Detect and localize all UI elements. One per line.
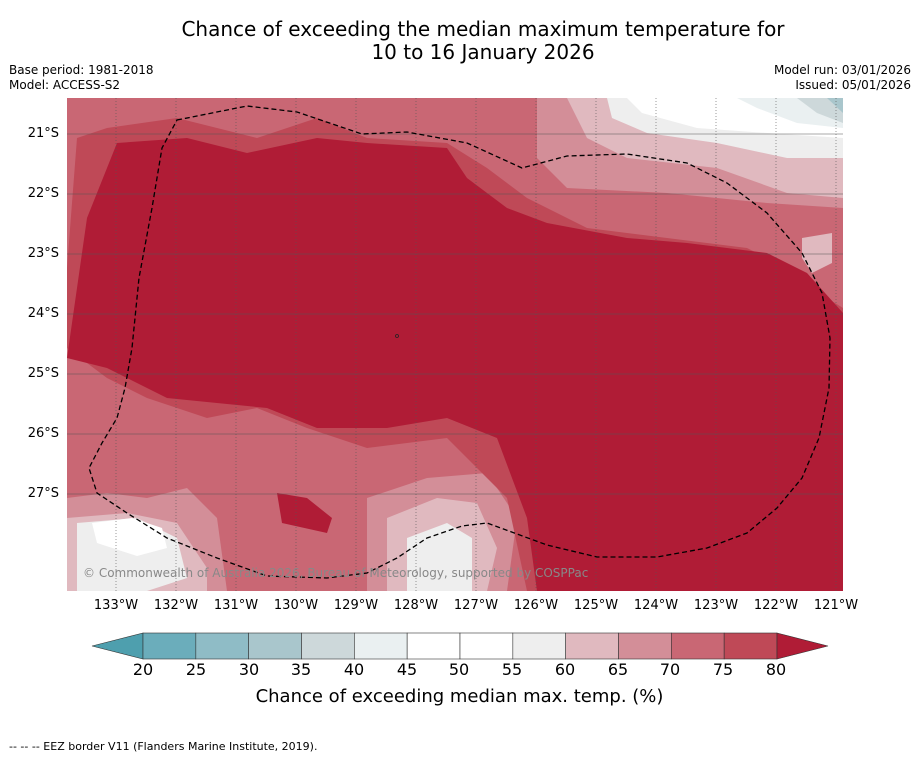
- colorbar-cell: [671, 632, 725, 660]
- colorbar-tick: 40: [343, 660, 365, 679]
- colorbar-tick: 55: [501, 660, 523, 679]
- lon-label: 122°W: [753, 598, 799, 613]
- probability-map: © Commonwealth of Australia 2026, Bureau…: [67, 98, 843, 591]
- lon-label: 131°W: [213, 598, 259, 613]
- band-above-80-patch: [277, 493, 332, 533]
- band-35-40-ne: [797, 98, 843, 123]
- colorbar-tick: 35: [290, 660, 312, 679]
- colorbar-tick: 80: [765, 660, 787, 679]
- lat-label: 24°S: [27, 306, 59, 321]
- lon-label: 125°W: [573, 598, 619, 613]
- base-period: Base period: 1981-2018: [9, 63, 154, 77]
- lon-label: 123°W: [693, 598, 739, 613]
- island-marker: [395, 334, 399, 338]
- colorbar: [91, 632, 829, 660]
- colorbar-tick: 60: [554, 660, 576, 679]
- colorbar-tick: 30: [238, 660, 260, 679]
- lon-label: 129°W: [333, 598, 379, 613]
- issued-date: Issued: 05/01/2026: [795, 78, 911, 92]
- lat-label: 25°S: [27, 366, 59, 381]
- colorbar-cell: [195, 632, 249, 660]
- lon-label: 127°W: [453, 598, 499, 613]
- colorbar-cell: [618, 632, 672, 660]
- lon-label: 126°W: [513, 598, 559, 613]
- colorbar-cell: [354, 632, 408, 660]
- colorbar-over-arrow: [776, 632, 829, 660]
- title-line-1: Chance of exceeding the median maximum t…: [181, 17, 785, 41]
- metadata-left: Base period: 1981-2018 Model: ACCESS-S2: [9, 63, 154, 93]
- colorbar-cell: [723, 632, 778, 660]
- lat-label: 21°S: [27, 126, 59, 141]
- metadata-right: Model run: 03/01/2026 Issued: 05/01/2026: [774, 63, 911, 93]
- colorbar-under-arrow: [91, 632, 144, 660]
- colorbar-cell: [301, 632, 355, 660]
- band-45-55-sw: [92, 518, 167, 556]
- lat-label: 23°S: [27, 246, 59, 261]
- band-60-65-east: [802, 233, 832, 273]
- graticule: [67, 133, 843, 495]
- meridians: [115, 98, 837, 591]
- map-title: Chance of exceeding the median maximum t…: [0, 18, 919, 64]
- title-line-2: 10 to 16 January 2026: [371, 40, 595, 64]
- colorbar-cell: [565, 632, 619, 660]
- eez-legend-note: -- -- -- EEZ border V11 (Flanders Marine…: [9, 740, 318, 753]
- copyright-notice: © Commonwealth of Australia 2026, Bureau…: [83, 566, 588, 580]
- colorbar-tick: 45: [396, 660, 418, 679]
- colorbar-tick: 25: [185, 660, 207, 679]
- lon-label: 128°W: [393, 598, 439, 613]
- colorbar-title: Chance of exceeding median max. temp. (%…: [255, 686, 664, 707]
- colorbar-tick: 70: [659, 660, 681, 679]
- colorbar-cell: [459, 632, 514, 660]
- lon-label: 132°W: [153, 598, 199, 613]
- eez-border: [88, 105, 831, 579]
- model-name: Model: ACCESS-S2: [9, 78, 121, 92]
- colorbar-cell: [406, 632, 461, 660]
- lat-label: 22°S: [27, 186, 59, 201]
- lat-label: 27°S: [27, 486, 59, 501]
- lon-label: 130°W: [273, 598, 319, 613]
- lon-label: 121°W: [813, 598, 859, 613]
- colorbar-tick: 65: [607, 660, 629, 679]
- lat-label: 26°S: [27, 426, 59, 441]
- model-run: Model run: 03/01/2026: [773, 63, 911, 77]
- colorbar-tick: 20: [132, 660, 154, 679]
- colorbar-cell: [512, 632, 566, 660]
- colorbar-tick: 50: [448, 660, 470, 679]
- colorbar-cell: [248, 632, 302, 660]
- colorbar-cell: [142, 632, 197, 660]
- lon-label: 133°W: [93, 598, 139, 613]
- band-above-80: [67, 138, 843, 591]
- colorbar-tick: 75: [712, 660, 734, 679]
- band-30-35-ne: [827, 98, 843, 113]
- lon-label: 124°W: [633, 598, 679, 613]
